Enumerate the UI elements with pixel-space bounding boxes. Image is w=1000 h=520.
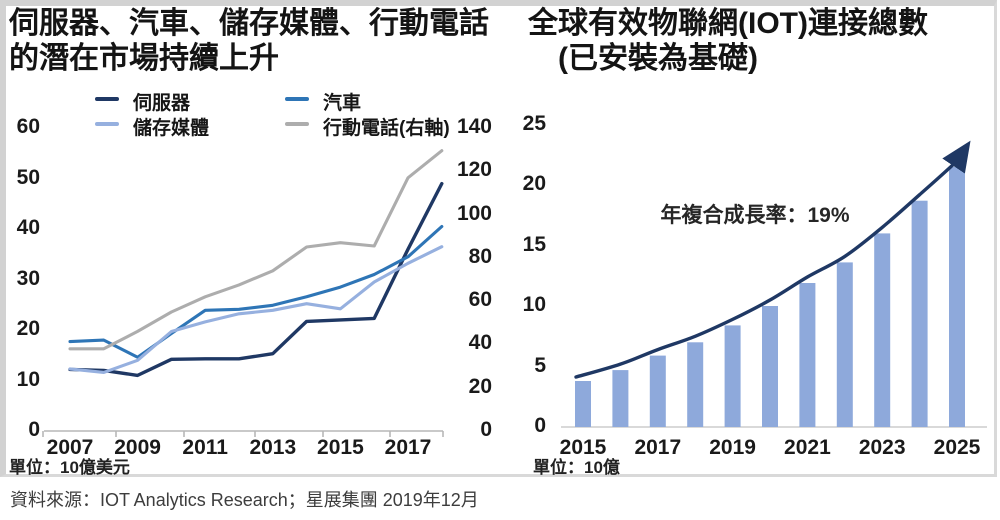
right-chart-y-axis-tick: 20 [522,172,546,195]
left-chart-x-axis-tick: 2009 [114,436,161,459]
right-chart-y-axis-tick: 5 [534,353,546,377]
left-chart-left-axis-tick: 20 [16,317,40,340]
left-chart-right-axis-tick: 60 [468,288,492,312]
legend-label-server: 伺服器 [133,93,191,114]
storage-line-swatch [95,122,119,126]
left-chart-left-axis-tick: 60 [16,115,40,138]
left-chart-right-axis-tick: 20 [468,374,492,398]
left-chart-x-axis-tick: 2013 [249,436,297,459]
server-line-swatch [95,97,119,101]
left-chart-unit: 單位：10億美元 [9,458,130,477]
right-chart-y-axis-tick: 10 [522,293,546,316]
left-chart-title: 伺服器、汽車、儲存媒體、行動電話 的潛在市場持續上升 [9,6,489,76]
left-chart-left-axis-tick: 10 [16,367,40,391]
auto-line-swatch [285,97,309,101]
left-chart-x-axis-tick: 2007 [46,436,94,459]
cagr-annotation: 年複合成長率：19% [660,204,850,227]
left-chart-title-line2: 的潛在市場持續上升 [9,42,279,75]
legend-label-auto: 汽車 [323,93,362,114]
left-chart-x-axis-tick: 2011 [182,436,228,459]
right-chart-y-axis-tick: 25 [522,111,546,135]
left-chart-right-axis-tick: 100 [456,201,492,225]
left-chart-left-axis-tick: 30 [16,266,40,290]
left-chart-right-axis-tick: 40 [468,331,492,355]
right-chart-x-axis-tick: 2023 [858,436,906,459]
right-chart-x-axis-tick: 2025 [933,436,981,459]
right-chart-unit: 單位：10億 [533,458,620,477]
left-chart-x-axis-tick: 2017 [384,436,432,459]
left-chart-right-axis-tick: 80 [468,244,492,268]
right-chart-title: 全球有效物聯網(IOT)連接總數 (已安裝為基礎) [528,6,928,76]
legend-label-mobile: 行動電話(右軸) [323,118,450,139]
left-chart-left-axis-tick: 0 [28,418,40,441]
right-chart-title-line1: 全球有效物聯網(IOT)連接總數 [528,7,928,40]
right-chart-x-axis-tick: 2019 [709,436,756,459]
legend-label-storage: 儲存媒體 [133,118,210,139]
left-chart-right-axis-tick: 0 [480,418,492,441]
left-chart-left-axis-tick: 40 [16,216,40,239]
right-chart-x-axis-tick: 2015 [559,436,607,459]
left-chart-title-line1: 伺服器、汽車、儲存媒體、行動電話 [9,7,489,40]
left-chart-right-axis-tick: 120 [456,158,492,182]
charts-frame [0,0,997,477]
right-chart-title-line2: (已安裝為基礎) [558,42,758,75]
mobile-line-swatch [285,122,309,126]
right-chart-x-axis-tick: 2021 [784,436,831,459]
right-chart-y-axis-tick: 0 [534,414,546,437]
left-chart-x-axis-tick: 2015 [317,436,364,459]
left-chart-right-axis-tick: 140 [456,115,492,138]
right-chart-y-axis-tick: 15 [522,232,546,256]
left-chart-left-axis-tick: 50 [16,165,40,189]
source-note: 資料來源：IOT Analytics Research；星展集團 2019年12… [10,490,479,510]
right-chart-x-axis-tick: 2017 [634,436,682,459]
